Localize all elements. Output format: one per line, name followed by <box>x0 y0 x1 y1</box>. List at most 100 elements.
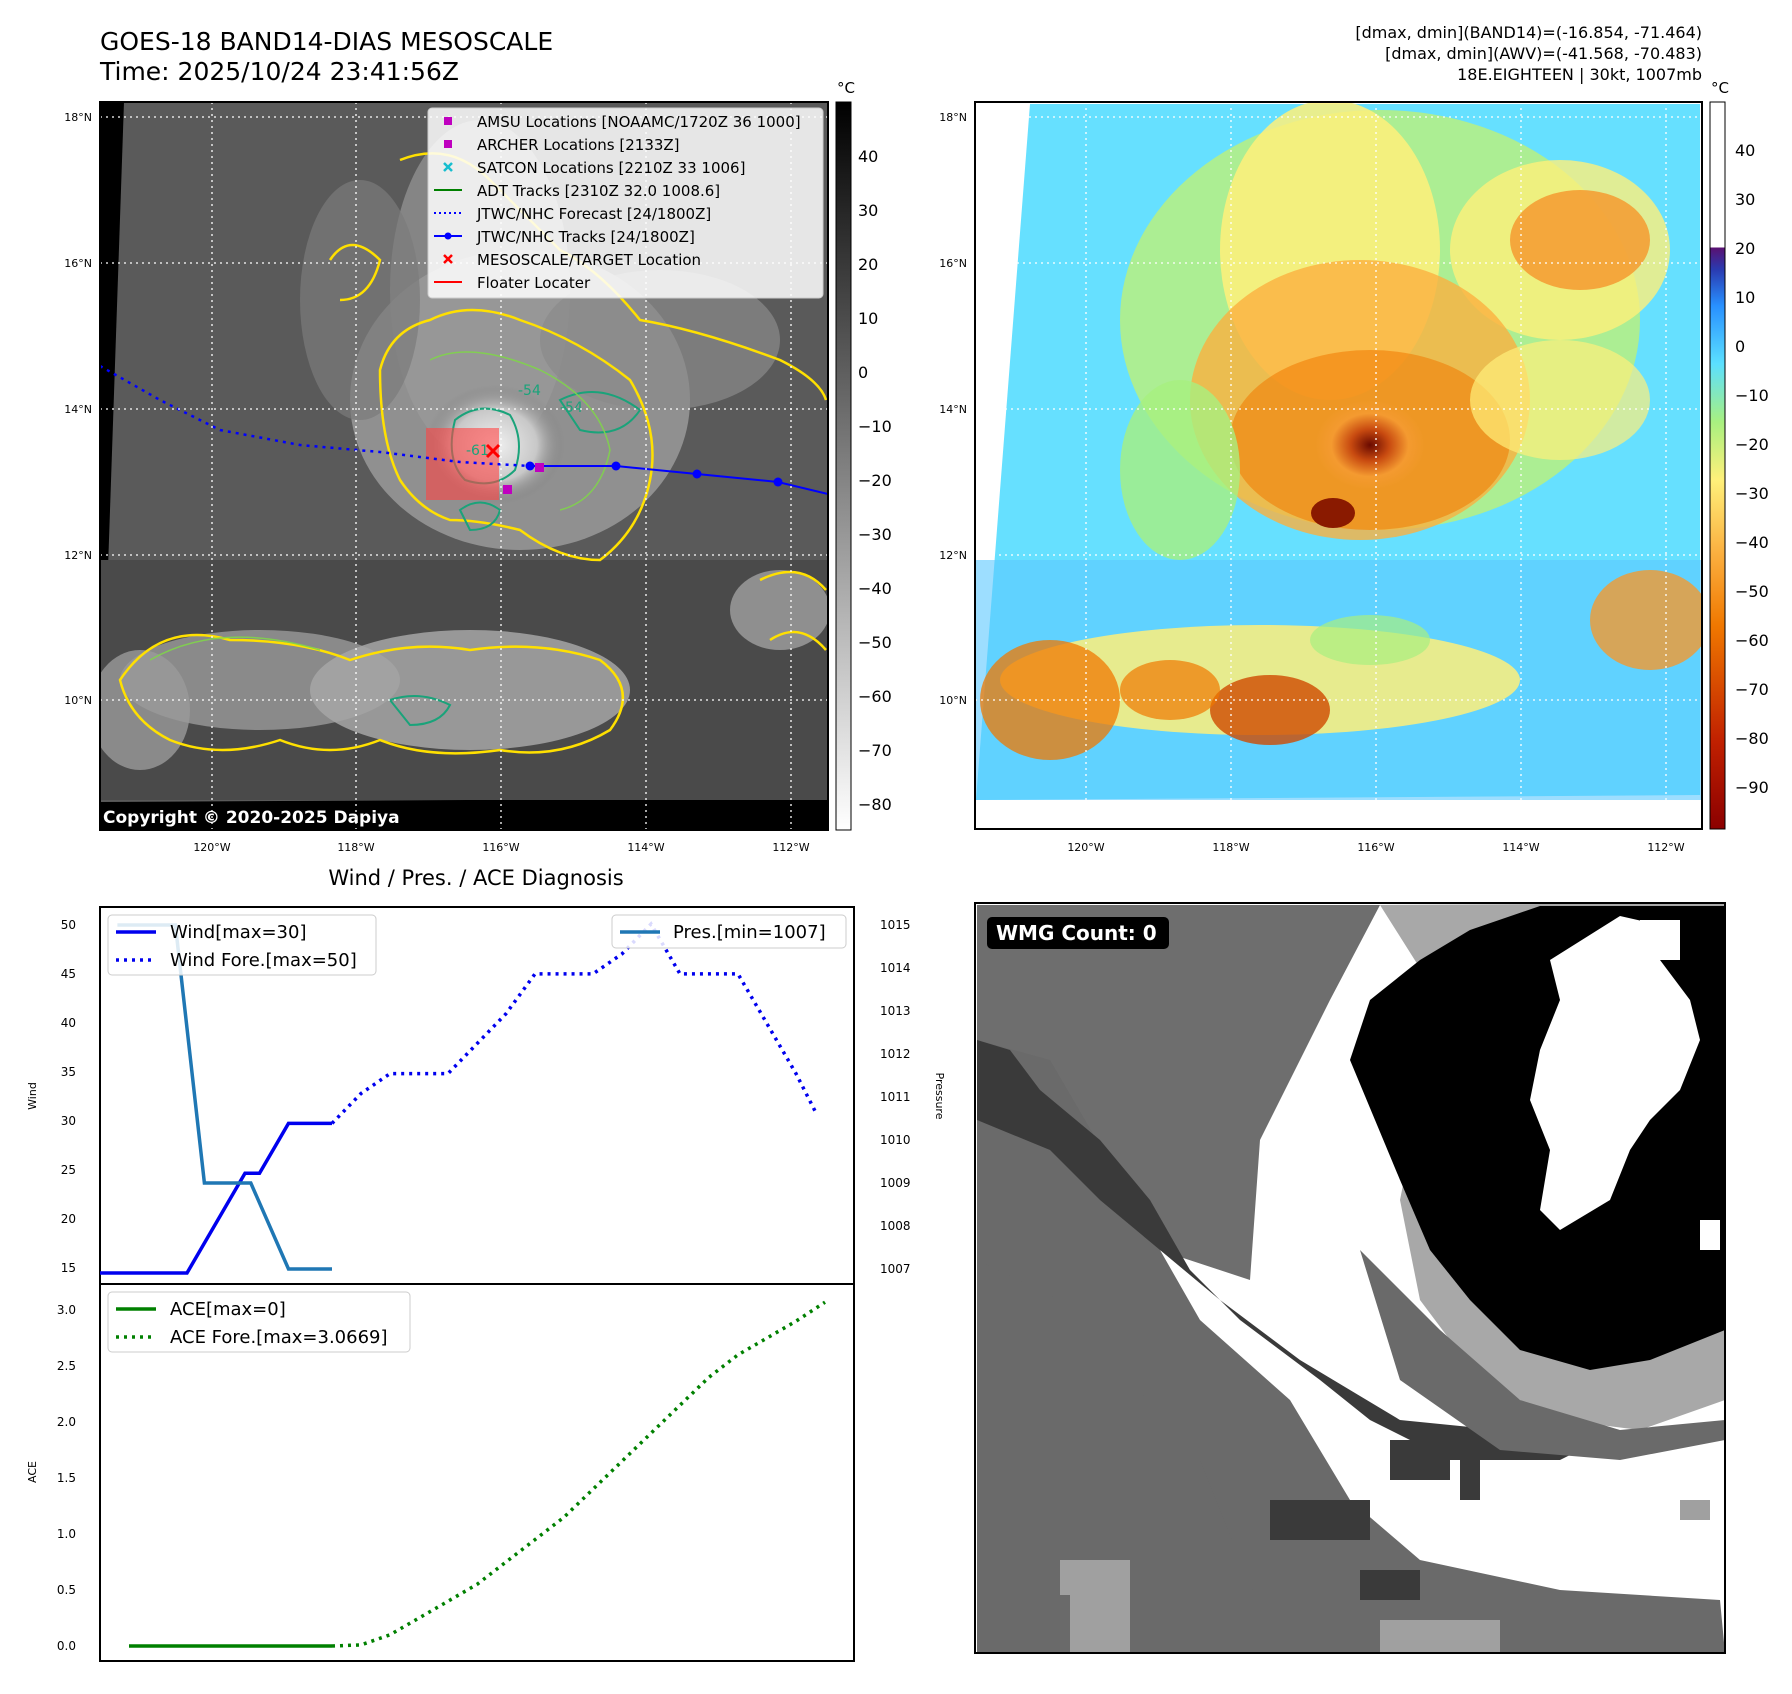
track-point <box>773 477 783 487</box>
wind-ticks: 50 45 40 35 30 25 20 15 <box>61 918 76 1275</box>
svg-text:14°N: 14°N <box>939 403 967 416</box>
svg-text:0.5: 0.5 <box>57 1583 76 1597</box>
pressure-axis-label: Pressure <box>933 1073 946 1120</box>
ir-map-panel: -54 -54 -61 Copyright © 2020-2025 Dapiya… <box>64 79 892 854</box>
svg-text:118°W: 118°W <box>1212 841 1249 854</box>
svg-text:1010: 1010 <box>880 1133 911 1147</box>
ace-legend-label: ACE[max=0] <box>170 1299 286 1320</box>
svg-text:114°W: 114°W <box>627 841 664 854</box>
track-point <box>692 469 702 479</box>
svg-text:−80: −80 <box>858 795 892 814</box>
svg-text:−90: −90 <box>1735 778 1769 797</box>
svg-text:1012: 1012 <box>880 1047 911 1061</box>
target-location-marker <box>485 443 501 459</box>
svg-text:−10: −10 <box>1735 386 1769 405</box>
svg-text:−40: −40 <box>858 579 892 598</box>
ace-axis-label: ACE <box>26 1461 39 1483</box>
svg-text:12°N: 12°N <box>939 549 967 562</box>
svg-text:2.5: 2.5 <box>57 1359 76 1373</box>
ace-forecast-series-line <box>331 1300 826 1648</box>
svg-text:−70: −70 <box>1735 680 1769 699</box>
track-point <box>525 461 535 471</box>
legend-label: ADT Tracks [2310Z 32.0 1008.6] <box>477 182 720 200</box>
svg-text:35: 35 <box>61 1065 76 1079</box>
svg-text:10°N: 10°N <box>64 694 92 707</box>
svg-text:2.0: 2.0 <box>57 1415 76 1429</box>
forecast-track-line <box>100 364 531 468</box>
wv-gridlines <box>975 102 1702 829</box>
svg-text:−20: −20 <box>1735 435 1769 454</box>
wv-lon-labels: 120°W 118°W 116°W 114°W 112°W <box>1067 841 1684 854</box>
svg-text:16°N: 16°N <box>64 257 92 270</box>
archer-legend-icon <box>444 140 452 148</box>
track-point <box>611 461 621 471</box>
svg-text:°C: °C <box>837 79 855 97</box>
svg-text:120°W: 120°W <box>1067 841 1104 854</box>
svg-text:18°N: 18°N <box>64 111 92 124</box>
ir-legend: AMSU Locations [NOAAMC/1720Z 36 1000] AR… <box>427 107 824 299</box>
contour-label: -61 <box>466 443 489 459</box>
figure-time: Time: 2025/10/24 23:41:56Z <box>99 57 459 86</box>
wind-axis-label: Wind <box>26 1082 39 1110</box>
svg-text:−20: −20 <box>858 471 892 490</box>
svg-text:10°N: 10°N <box>939 694 967 707</box>
svg-text:18°N: 18°N <box>939 111 967 124</box>
svg-text:20: 20 <box>61 1212 76 1226</box>
amsu-legend-icon <box>444 117 452 125</box>
svg-text:1014: 1014 <box>880 961 911 975</box>
svg-text:3.0: 3.0 <box>57 1303 76 1317</box>
svg-text:30: 30 <box>61 1114 76 1128</box>
archer-location-marker <box>503 485 512 494</box>
svg-text:1013: 1013 <box>880 1004 911 1018</box>
legend-label: ARCHER Locations [2133Z] <box>477 136 680 154</box>
svg-text:−50: −50 <box>1735 582 1769 601</box>
band14-range: [dmax, dmin](BAND14)=(-16.854, -71.464) <box>1355 23 1702 42</box>
svg-text:116°W: 116°W <box>1357 841 1394 854</box>
svg-text:−30: −30 <box>858 525 892 544</box>
pres-legend-label: Pres.[min=1007] <box>673 922 826 943</box>
svg-text:1007: 1007 <box>880 1262 911 1276</box>
svg-text:20: 20 <box>1735 239 1755 258</box>
wind-legend: Wind[max=30] Wind Fore.[max=50] <box>107 914 377 976</box>
svg-text:120°W: 120°W <box>193 841 230 854</box>
svg-text:114°W: 114°W <box>1502 841 1539 854</box>
svg-text:12°N: 12°N <box>64 549 92 562</box>
svg-text:1008: 1008 <box>880 1219 911 1233</box>
wind-legend-label: Wind[max=30] <box>170 922 307 943</box>
svg-text:116°W: 116°W <box>482 841 519 854</box>
storm-info: 18E.EIGHTEEN | 30kt, 1007mb <box>1457 65 1702 84</box>
legend-label: AMSU Locations [NOAAMC/1720Z 36 1000] <box>477 113 801 131</box>
wv-colorbar: °C 40 30 20 10 0 −10 −20 −30 −40 −50 −60… <box>1709 79 1769 830</box>
svg-text:40: 40 <box>1735 141 1755 160</box>
legend-label: MESOSCALE/TARGET Location <box>477 251 701 269</box>
svg-text:30: 30 <box>858 201 878 220</box>
satcon-legend-icon <box>443 162 453 172</box>
legend-label: JTWC/NHC Tracks [24/1800Z] <box>476 228 695 246</box>
svg-text:−40: −40 <box>1735 533 1769 552</box>
figure-title: GOES-18 BAND14-DIAS MESOSCALE <box>100 27 553 56</box>
wv-lat-labels: 18°N 16°N 14°N 12°N 10°N <box>939 111 967 707</box>
svg-text:50: 50 <box>61 918 76 932</box>
svg-text:−80: −80 <box>1735 729 1769 748</box>
wv-map-panel: 18°N 16°N 14°N 12°N 10°N 120°W 118°W 116… <box>939 79 1769 854</box>
svg-text:20: 20 <box>858 255 878 274</box>
svg-text:−10: −10 <box>858 417 892 436</box>
diag-title: Wind / Pres. / ACE Diagnosis <box>328 866 623 890</box>
amsu-location-marker <box>535 463 544 472</box>
legend-label: JTWC/NHC Forecast [24/1800Z] <box>476 205 711 223</box>
floater-locator-box <box>426 428 499 500</box>
ace-ticks: 3.0 2.5 2.0 1.5 1.0 0.5 0.0 <box>57 1303 76 1653</box>
legend-label: SATCON Locations [2210Z 33 1006] <box>477 159 745 177</box>
contour-label: -54 <box>560 400 583 416</box>
svg-text:−60: −60 <box>858 687 892 706</box>
wind-fore-legend-label: Wind Fore.[max=50] <box>170 950 357 971</box>
svg-text:−50: −50 <box>858 633 892 652</box>
ir-colorbar: °C 40 30 20 10 0 −10 −20 −30 −40 −50 −60… <box>835 79 892 831</box>
ace-plot: ACE 3.0 2.5 2.0 1.5 1.0 0.5 0.0 ACE[max=… <box>26 1283 855 1662</box>
svg-text:10: 10 <box>858 309 878 328</box>
svg-text:−60: −60 <box>1735 631 1769 650</box>
svg-text:40: 40 <box>858 147 878 166</box>
svg-text:25: 25 <box>61 1163 76 1177</box>
svg-text:112°W: 112°W <box>1647 841 1684 854</box>
